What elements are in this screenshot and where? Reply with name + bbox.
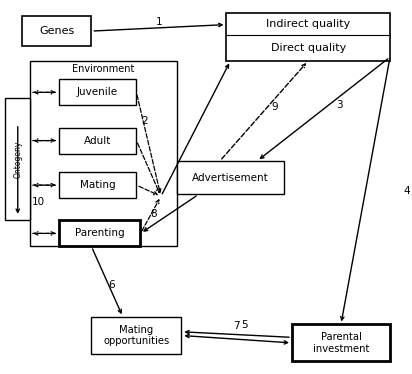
FancyBboxPatch shape [59, 128, 136, 154]
Text: 6: 6 [108, 280, 115, 290]
Text: 1: 1 [156, 17, 162, 27]
Text: Parenting: Parenting [75, 229, 124, 238]
Text: Adult: Adult [84, 136, 111, 145]
Text: Mating
opportunities: Mating opportunities [103, 325, 169, 346]
Text: 9: 9 [271, 102, 278, 112]
Text: 7: 7 [233, 321, 240, 331]
Text: 5: 5 [241, 320, 248, 330]
FancyBboxPatch shape [227, 12, 390, 61]
Text: Ontogeny: Ontogeny [13, 141, 22, 178]
Text: 10: 10 [32, 197, 45, 207]
Text: Genes: Genes [39, 26, 74, 36]
Text: 4: 4 [403, 186, 410, 196]
Text: Environment: Environment [73, 64, 135, 74]
FancyBboxPatch shape [5, 98, 30, 220]
FancyBboxPatch shape [22, 16, 91, 46]
FancyBboxPatch shape [177, 161, 284, 194]
FancyBboxPatch shape [59, 220, 140, 246]
Text: 8: 8 [150, 209, 157, 219]
FancyBboxPatch shape [59, 172, 136, 198]
FancyBboxPatch shape [292, 324, 390, 362]
Text: Direct quality: Direct quality [271, 43, 346, 53]
Text: Indirect quality: Indirect quality [266, 19, 350, 29]
FancyBboxPatch shape [91, 317, 181, 354]
Text: Mating: Mating [80, 180, 115, 190]
Text: Juvenile: Juvenile [77, 88, 118, 97]
Text: 2: 2 [141, 116, 148, 126]
Text: Parental
investment: Parental investment [313, 332, 369, 354]
FancyBboxPatch shape [59, 79, 136, 105]
Text: Advertisement: Advertisement [192, 173, 269, 183]
Text: 3: 3 [337, 100, 343, 110]
FancyBboxPatch shape [30, 61, 177, 246]
